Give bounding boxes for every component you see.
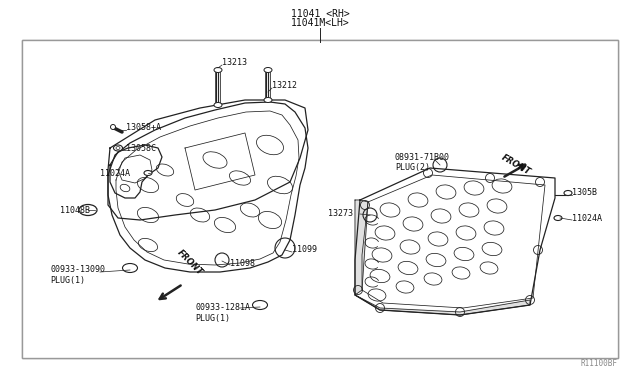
Ellipse shape	[116, 147, 120, 150]
Ellipse shape	[264, 97, 272, 103]
Polygon shape	[355, 295, 530, 315]
Polygon shape	[355, 200, 368, 295]
Text: 13058C: 13058C	[126, 144, 156, 153]
Text: 11099: 11099	[292, 246, 317, 254]
Text: PLUG(1): PLUG(1)	[195, 314, 230, 323]
Text: 13273: 13273	[328, 208, 353, 218]
Text: PLUG(2): PLUG(2)	[395, 163, 430, 171]
Ellipse shape	[214, 103, 222, 108]
Text: PLUG(1): PLUG(1)	[50, 276, 85, 285]
Bar	[22, 40, 618, 358]
Text: R11100BF: R11100BF	[581, 359, 618, 369]
Text: 13212: 13212	[272, 80, 297, 90]
Ellipse shape	[144, 170, 152, 176]
Polygon shape	[355, 168, 555, 315]
Text: 11041 <RH>: 11041 <RH>	[291, 9, 349, 19]
Text: 11098: 11098	[230, 259, 255, 267]
Text: 13058+A: 13058+A	[126, 122, 161, 131]
Ellipse shape	[214, 67, 222, 73]
Text: 13213: 13213	[222, 58, 247, 67]
Text: 08931-71B00: 08931-71B00	[395, 153, 450, 161]
Text: 11024A: 11024A	[572, 214, 602, 222]
Text: 11024A: 11024A	[100, 169, 130, 177]
Ellipse shape	[564, 190, 572, 196]
Bar	[22, 40, 618, 358]
Text: 11048B: 11048B	[60, 205, 90, 215]
Text: FRONT: FRONT	[500, 153, 532, 177]
Text: 00933-1281A: 00933-1281A	[195, 304, 250, 312]
Ellipse shape	[111, 125, 115, 129]
Polygon shape	[108, 102, 308, 272]
Text: 1305B: 1305B	[572, 187, 597, 196]
Polygon shape	[110, 145, 162, 198]
Text: 11041M<LH>: 11041M<LH>	[291, 18, 349, 28]
Text: 00933-13090: 00933-13090	[50, 266, 105, 275]
Text: FRONT: FRONT	[175, 248, 204, 277]
Ellipse shape	[113, 145, 122, 151]
Ellipse shape	[264, 67, 272, 73]
